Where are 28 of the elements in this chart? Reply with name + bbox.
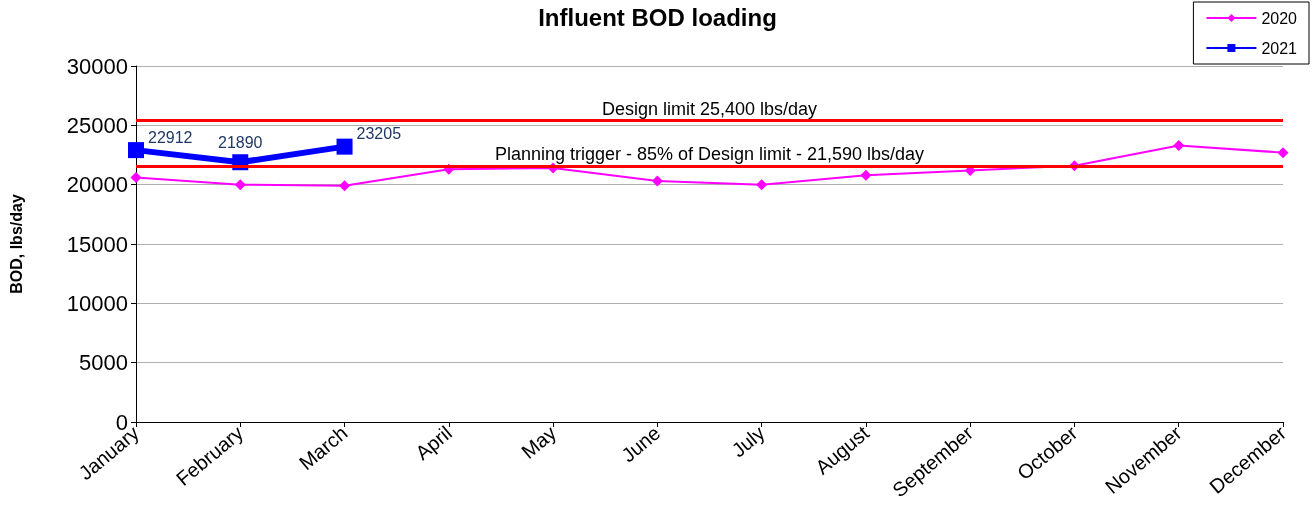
point xyxy=(128,142,144,159)
point xyxy=(130,172,142,184)
point xyxy=(234,179,246,191)
data-label: 21890 xyxy=(218,133,263,151)
point xyxy=(336,138,353,155)
y-tick-label: 5000 xyxy=(79,350,128,376)
point xyxy=(1277,147,1289,159)
y-axis-title: BOD, lbs/day xyxy=(7,194,25,294)
y-tick-label: 25000 xyxy=(66,112,128,138)
chart-title: Influent BOD loading xyxy=(538,3,777,31)
legend-label: 2020 xyxy=(1261,9,1298,27)
x-tick-label: June xyxy=(617,421,665,467)
point xyxy=(1173,140,1185,152)
y-tick-label: 30000 xyxy=(66,53,128,79)
ref-line-label: Design limit 25,400 lbs/day xyxy=(601,98,818,119)
point xyxy=(339,180,351,192)
point xyxy=(651,175,663,187)
y-tick-label: 15000 xyxy=(66,231,128,257)
legend-label: 2021 xyxy=(1261,39,1298,57)
y-tick-label: 10000 xyxy=(66,290,128,316)
data-label: 22912 xyxy=(148,128,193,146)
point xyxy=(860,169,872,181)
x-tick-label: July xyxy=(727,421,769,462)
ref-line-label: Planning trigger - 85% of Design limit - 21,590 lbs/day xyxy=(494,143,925,164)
point xyxy=(756,179,768,191)
x-tick-label: May xyxy=(517,421,561,463)
y-tick-label: 20000 xyxy=(66,172,128,198)
data-label: 23205 xyxy=(356,125,402,143)
